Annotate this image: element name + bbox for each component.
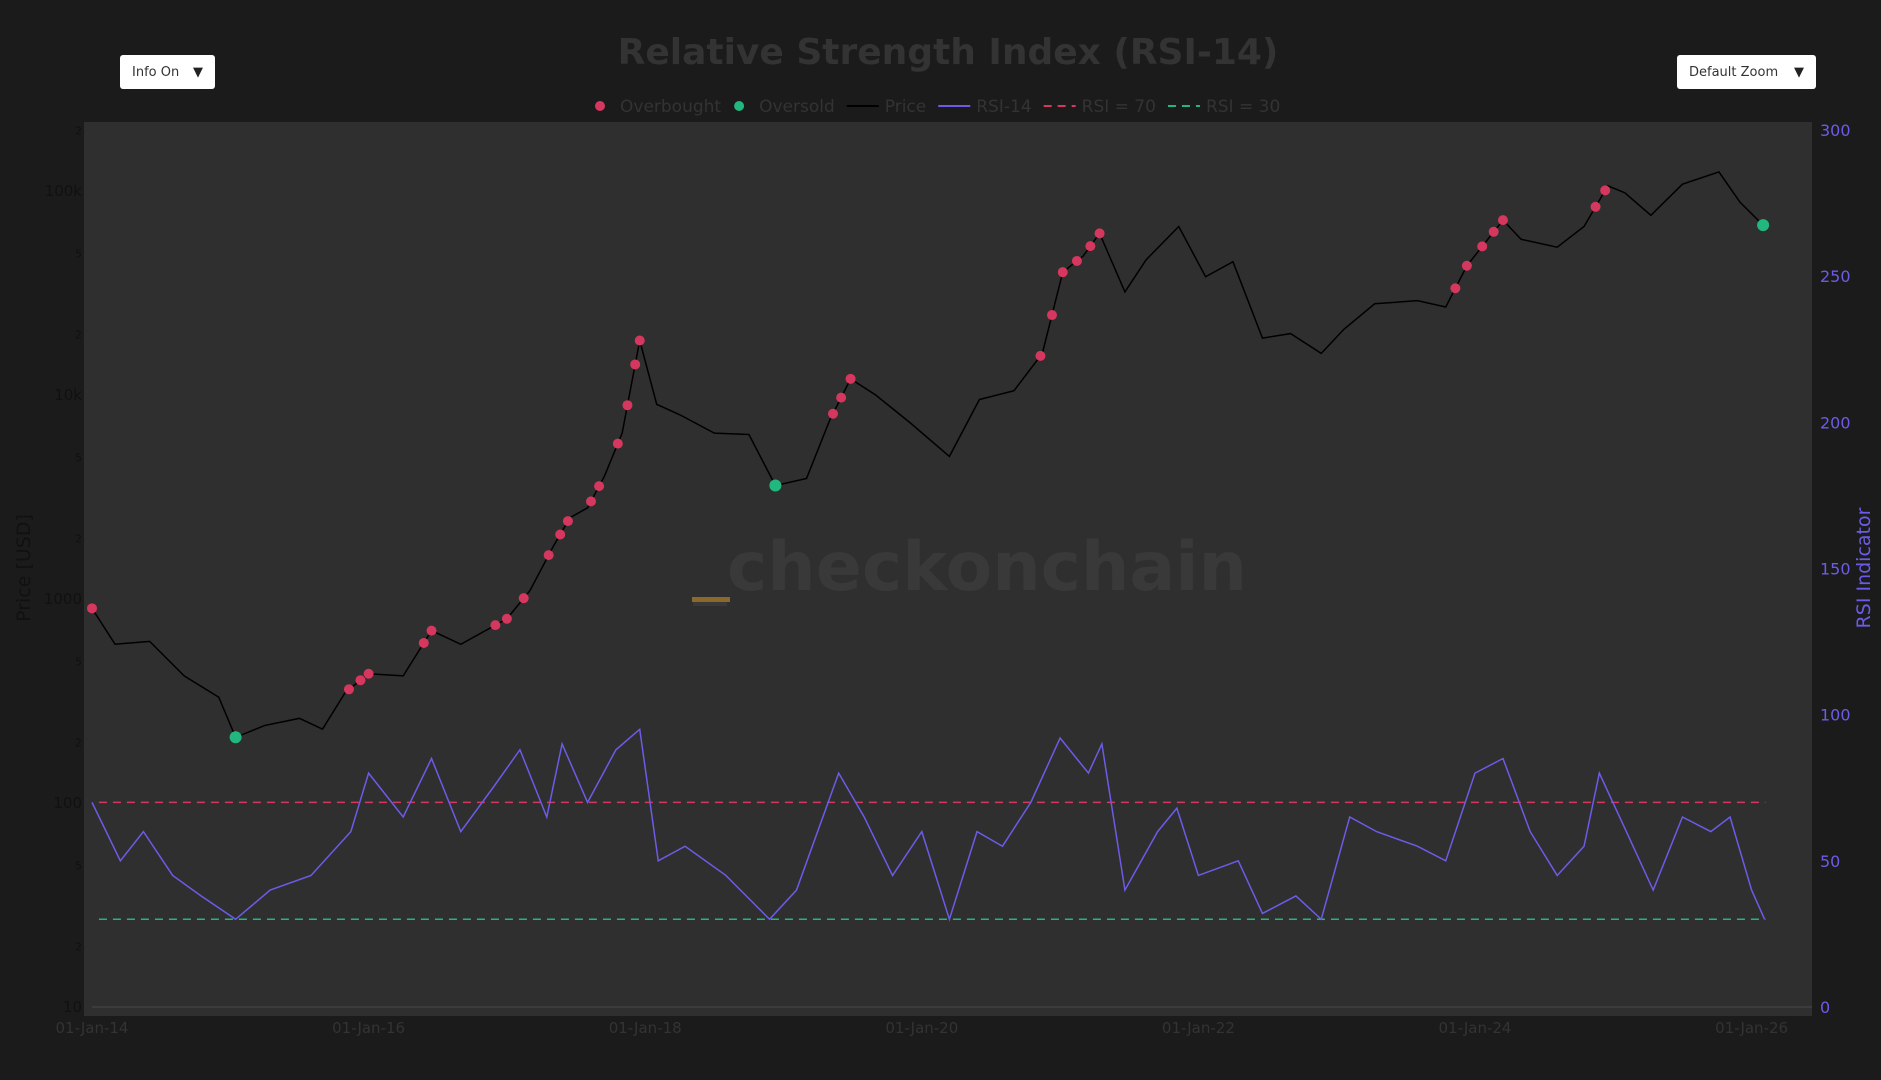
- overbought-marker: [501, 613, 512, 624]
- watermark-underscore: [692, 597, 730, 602]
- overbought-marker: [543, 550, 554, 561]
- overbought-marker: [594, 481, 605, 492]
- oversold-marker: [1757, 219, 1770, 232]
- overbought-marker: [836, 392, 847, 403]
- price-line: [91, 171, 1764, 739]
- overbought-marker: [555, 529, 566, 540]
- x-tick: 01-Jan-18: [609, 1019, 682, 1037]
- chevron-down-icon: ▼: [1794, 64, 1804, 80]
- y-left-tick: 2: [75, 125, 82, 138]
- y-left-tick: 100: [53, 794, 82, 812]
- overbought-marker: [562, 516, 573, 527]
- y-left-label: Price [USD]: [13, 514, 35, 622]
- y-left-tick: 5: [75, 859, 82, 872]
- y-left-tick: 5: [75, 655, 82, 668]
- x-tick: 01-Jan-22: [1162, 1019, 1235, 1037]
- y-right-tick: 250: [1820, 267, 1851, 286]
- x-tick: 01-Jan-14: [56, 1019, 129, 1037]
- oversold-marker: [769, 479, 782, 492]
- legend-item: Overbought: [620, 97, 721, 117]
- overbought-marker: [363, 668, 374, 679]
- legend-marker-icon: [734, 101, 745, 111]
- overbought-marker: [355, 675, 366, 686]
- y-right-tick: 100: [1820, 706, 1851, 725]
- overbought-marker: [87, 603, 97, 614]
- x-tick: 01-Jan-20: [885, 1019, 958, 1037]
- legend: Overbought Oversold Price RSI-14 RSI = 70 RSI…: [595, 97, 1280, 117]
- overbought-marker: [418, 637, 429, 648]
- y-left-tick: 10: [63, 998, 82, 1016]
- y-left-tick: 2: [75, 941, 82, 954]
- y-left-tick: 1000: [44, 590, 82, 608]
- overbought-marker: [490, 620, 501, 631]
- legend-item: RSI = 70: [1082, 97, 1156, 117]
- legend-item: RSI-14: [976, 97, 1031, 117]
- y-right-tick: 200: [1820, 413, 1851, 432]
- y-right-label: RSI Indicator: [1853, 507, 1875, 628]
- y-left-tick: 10k: [54, 386, 82, 404]
- overbought-marker: [1046, 310, 1057, 321]
- overbought-marker: [1600, 185, 1611, 196]
- overbought-marker: [343, 684, 354, 695]
- overbought-marker: [1094, 228, 1105, 239]
- legend-item: Price: [885, 97, 926, 117]
- x-tick: 01-Jan-26: [1715, 1019, 1788, 1037]
- y-right-tick: 150: [1820, 560, 1851, 579]
- overbought-marker: [630, 359, 641, 370]
- y-left-tick: 2: [75, 533, 82, 546]
- y-left-tick: 2: [75, 737, 82, 750]
- y-right-tick: 300: [1820, 121, 1851, 140]
- info-dropdown-label: Info On: [132, 64, 180, 80]
- overbought-marker: [1035, 350, 1046, 361]
- watermark: _checkonchain: [693, 528, 1247, 607]
- overbought-marker: [634, 335, 645, 346]
- x-tick: 01-Jan-24: [1439, 1019, 1512, 1037]
- overbought-marker: [585, 496, 596, 507]
- overbought-marker: [1488, 226, 1499, 237]
- y-right-tick: 50: [1820, 852, 1840, 871]
- overbought-marker: [828, 408, 839, 419]
- plot-area: [84, 122, 1812, 1016]
- chevron-down-icon: ▼: [193, 64, 203, 80]
- legend-item: RSI = 30: [1206, 97, 1280, 117]
- legend-marker-icon: [595, 101, 605, 111]
- overbought-marker: [845, 373, 856, 384]
- overbought-marker: [1057, 267, 1068, 278]
- overbought-marker: [426, 625, 437, 636]
- overbought-marker: [1085, 241, 1096, 252]
- overbought-marker: [1477, 241, 1488, 252]
- y-right-tick: 0: [1820, 998, 1830, 1017]
- oversold-marker: [229, 731, 242, 744]
- zoom-dropdown[interactable]: Default Zoom ▼: [1677, 55, 1816, 89]
- overbought-marker: [1461, 260, 1472, 271]
- overbought-marker: [1590, 201, 1601, 212]
- overbought-marker: [622, 400, 633, 411]
- y-left-tick: 100k: [45, 182, 83, 200]
- legend-item: Oversold: [759, 97, 835, 117]
- overbought-marker: [1450, 283, 1461, 294]
- overbought-marker: [1497, 215, 1508, 226]
- y-left-tick: 5: [75, 247, 82, 260]
- y-left-tick: 2: [75, 329, 82, 342]
- chart-title: Relative Strength Index (RSI-14): [618, 32, 1279, 73]
- overbought-marker: [1071, 255, 1082, 266]
- overbought-marker: [612, 438, 623, 449]
- rsi-line: [91, 727, 1766, 922]
- info-dropdown[interactable]: Info On ▼: [120, 55, 215, 89]
- y-left-tick: 5: [75, 451, 82, 464]
- zoom-dropdown-label: Default Zoom: [1689, 64, 1779, 80]
- overbought-marker: [518, 593, 529, 604]
- x-tick: 01-Jan-16: [332, 1019, 405, 1037]
